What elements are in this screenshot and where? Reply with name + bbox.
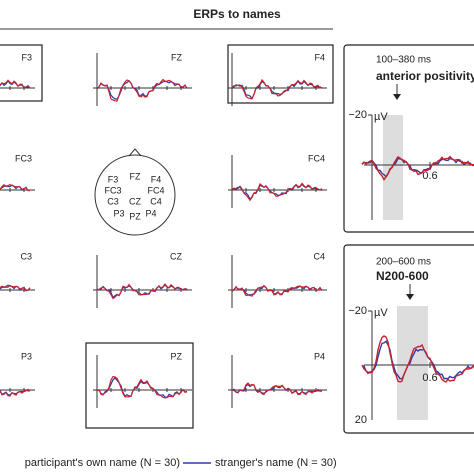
inset-box: [343, 244, 474, 434]
electrode-label: CZ: [170, 251, 182, 261]
y-tick-label: −20: [348, 305, 367, 317]
legend-label: stranger's name (N = 30): [215, 457, 337, 469]
x-tick-label: 0.6: [422, 372, 437, 384]
electrode-label: FC3: [15, 153, 32, 163]
waveform-own: [361, 335, 474, 383]
electrode-label: PZ: [170, 351, 182, 361]
time-window: [397, 306, 428, 420]
head-electrode: FC4: [147, 185, 164, 195]
head-electrode: C4: [150, 196, 162, 206]
head-outline: [94, 154, 176, 236]
electrode-label: C3: [20, 251, 32, 261]
waveform-stranger: [0, 284, 31, 292]
head-electrode: PZ: [129, 211, 141, 221]
electrode-label: FZ: [171, 52, 182, 62]
y-unit: µV: [374, 307, 388, 319]
highlight-box: [227, 44, 334, 104]
waveform-stranger: [361, 157, 474, 178]
legend-label: participant's own name (N = 30): [25, 457, 180, 469]
inset-component: N200-600: [376, 269, 429, 283]
waveform-own: [0, 284, 31, 291]
electrode-label: C4: [313, 251, 325, 261]
head-electrode: P3: [113, 208, 124, 218]
waveform-stranger: [0, 388, 31, 396]
electrode-label: P4: [314, 351, 325, 361]
head-electrode: CZ: [129, 196, 141, 206]
waveform-own: [231, 382, 323, 396]
waveform-stranger: [96, 377, 188, 399]
waveform-own: [231, 182, 323, 202]
electrode-label: P3: [21, 351, 32, 361]
head-electrode: P4: [145, 208, 156, 218]
waveform-own: [0, 389, 30, 397]
inset-component: anterior positivity: [376, 69, 474, 83]
electrode-label: F4: [314, 52, 325, 62]
waveform-own: [96, 282, 188, 300]
arrow-head: [406, 294, 414, 300]
waveform-own: [231, 78, 323, 100]
inset-window: 100–380 ms: [376, 55, 431, 66]
arrow-head: [393, 94, 401, 100]
waveform-stranger: [0, 79, 31, 88]
head-electrode: C3: [107, 196, 119, 206]
waveform-stranger: [0, 184, 31, 192]
electrode-label: F3: [21, 52, 32, 62]
highlight-box: [0, 44, 43, 102]
waveform-own: [96, 375, 188, 399]
inset-box: [343, 44, 474, 233]
y-tick-label: −20: [348, 109, 367, 121]
highlight-box: [85, 342, 194, 429]
waveform-own: [361, 155, 474, 182]
inset-window: 200–600 ms: [376, 257, 431, 268]
waveform-own: [231, 285, 323, 297]
waveform-own: [0, 79, 31, 89]
y-tick-label: 20: [355, 414, 367, 426]
waveform-own: [0, 183, 31, 192]
head-electrode: FC3: [104, 185, 121, 195]
head-electrode: F3: [108, 174, 119, 184]
head-electrode: F4: [151, 174, 162, 184]
head-electrode: FZ: [130, 171, 141, 181]
waveform-own: [96, 78, 188, 102]
electrode-label: FC4: [308, 153, 325, 163]
y-unit: µV: [374, 111, 388, 123]
head-nose: [128, 148, 142, 157]
figure-title: ERPs to names: [193, 7, 281, 21]
time-window: [383, 115, 403, 220]
x-tick-label: 0.6: [422, 170, 437, 182]
